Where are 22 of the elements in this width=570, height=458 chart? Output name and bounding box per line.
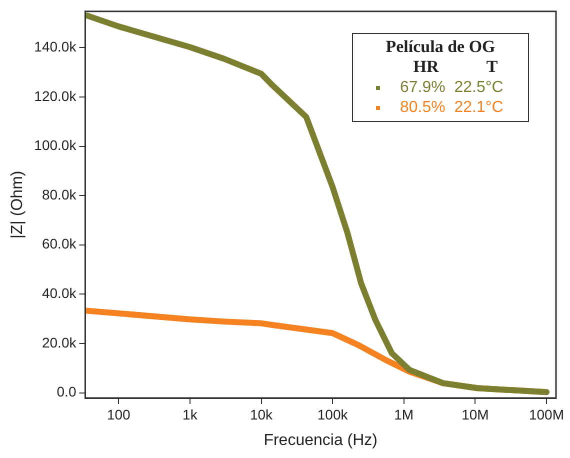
y-tick-label: 100.0k xyxy=(34,137,78,154)
legend-label: 80.5% 22.1°C xyxy=(400,99,504,117)
y-tick-label: 40.0k xyxy=(42,285,78,302)
annotation: T xyxy=(485,57,499,77)
x-tick-label: 100 xyxy=(106,406,131,422)
y-tick-label: 120.0k xyxy=(34,88,78,104)
y-tick-label: 20.0k xyxy=(42,334,78,350)
x-tick-label: 10M xyxy=(462,406,489,422)
y-tick-label: 0.0 xyxy=(56,384,76,400)
y-tick-label: 60.0k xyxy=(42,236,78,252)
x-tick-label: 1k xyxy=(182,406,198,422)
x-tick-label: 100M xyxy=(528,406,564,422)
legend-title: Película de OG xyxy=(384,37,496,57)
y-axis-title: |Z| (Ohm) xyxy=(9,170,26,239)
x-tick-label: 100k xyxy=(317,406,349,422)
y-tick-label: 80.0k xyxy=(42,186,78,202)
legend-label: 67.9% 22.5°C xyxy=(400,79,504,97)
x-axis-title: Frecuencia (Hz) xyxy=(264,432,378,449)
x-tick-label: 1M xyxy=(394,406,414,422)
x-tick-label: 10k xyxy=(250,406,274,422)
annotation: HR xyxy=(412,57,440,77)
y-tick-label: 140.0k xyxy=(34,38,78,55)
